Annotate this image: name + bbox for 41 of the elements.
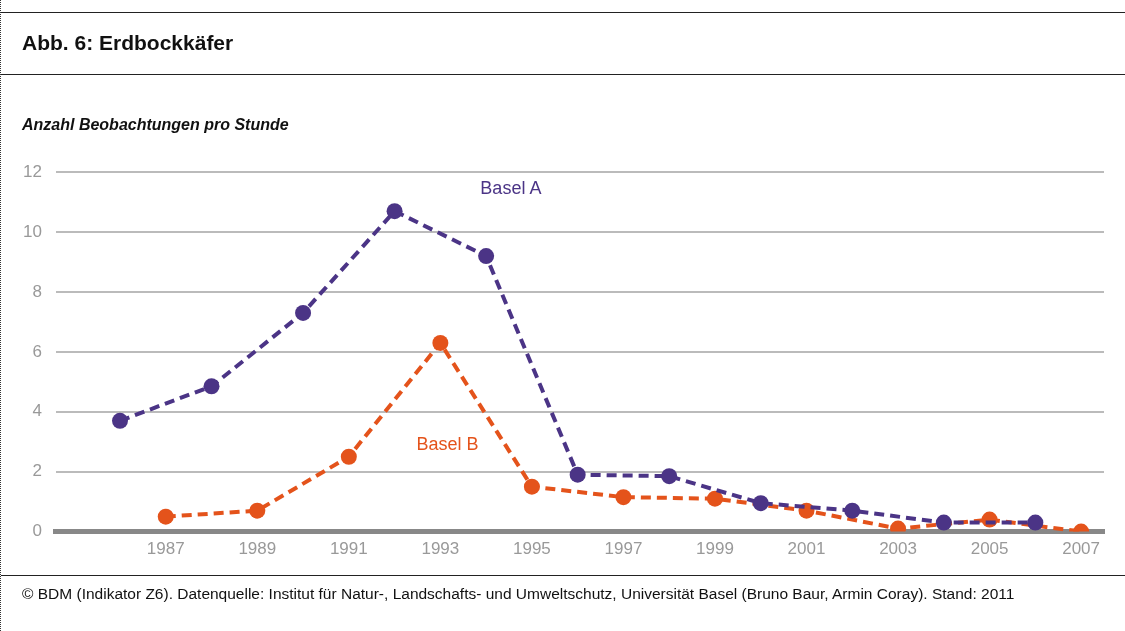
x-tick-label: 2007 (1062, 539, 1101, 559)
y-axis-title: Anzahl Beobachtungen pro Stunde (22, 116, 289, 134)
point (706, 490, 723, 507)
x-tick-label: 2005 (970, 539, 1009, 559)
x-tick-label: 2003 (879, 539, 917, 559)
x-tick-label: 1999 (696, 539, 734, 559)
x-tick-label: 1997 (604, 539, 643, 559)
x-tick-label: 1987 (146, 539, 185, 559)
point (111, 412, 128, 429)
point (157, 508, 174, 525)
text: © BDM (Indikator Z6). Datenquelle: Institut für Natur-, Landschafts- und Umweltschutz, Universität Basel (Bruno Baur, Armin Coray). Stand: 2011 (22, 584, 1016, 603)
chart-title: Abb. 6: Erdbockkäfer (22, 31, 234, 55)
point (295, 304, 312, 321)
y-tick-label: 6 (32, 341, 42, 361)
y-tick-label: 2 (32, 461, 42, 481)
y-tick-label: 12 (22, 161, 42, 181)
y-tick-label: 8 (32, 281, 42, 301)
point (249, 502, 266, 519)
x-tick-label: 1995 (512, 539, 551, 559)
text: Basel A (480, 177, 542, 198)
point (340, 448, 357, 465)
x-tick-label: 1993 (421, 539, 460, 559)
x-tick-label: 1989 (238, 539, 277, 559)
x-tick-label: 1991 (329, 539, 368, 559)
point (661, 468, 678, 485)
point (523, 478, 540, 495)
x-tick-label: 2001 (787, 539, 826, 559)
point (844, 502, 861, 519)
y-tick-label: 10 (22, 221, 42, 241)
point (1027, 514, 1044, 531)
point (386, 203, 403, 220)
point (478, 248, 495, 265)
point (432, 334, 449, 351)
point (203, 378, 220, 395)
point (935, 514, 952, 531)
y-tick-label: 0 (32, 521, 42, 541)
point (752, 495, 769, 512)
point (615, 489, 632, 506)
point (569, 466, 586, 483)
y-tick-label: 4 (32, 401, 42, 421)
series-label: Basel B (416, 433, 479, 454)
